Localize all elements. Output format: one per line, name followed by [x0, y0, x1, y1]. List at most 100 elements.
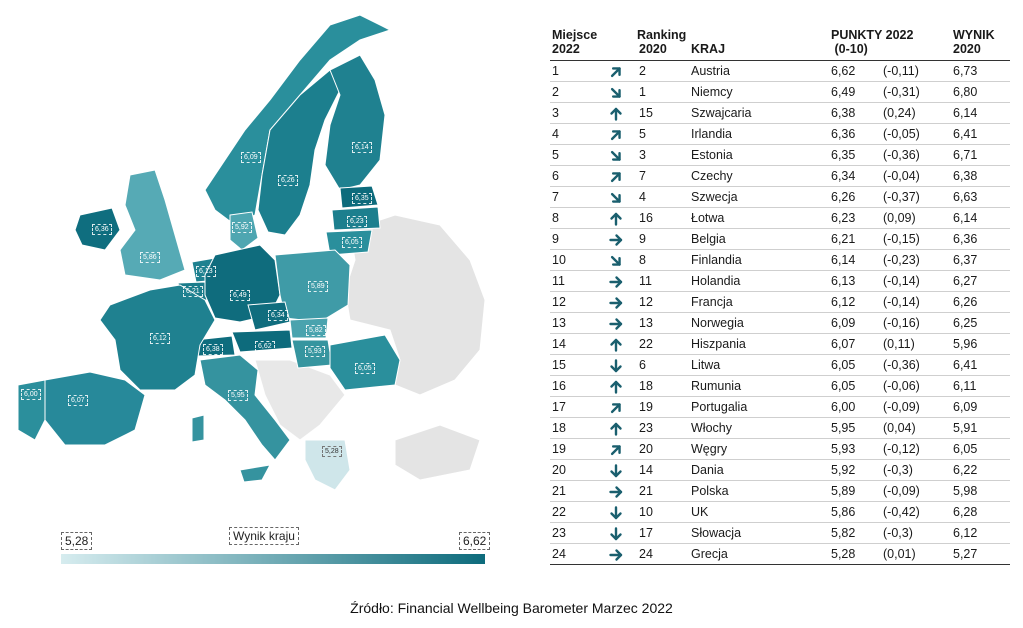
cell-points: 6,12	[831, 294, 856, 309]
non-member-turkey	[394, 424, 481, 481]
country-portugal	[17, 379, 46, 441]
cell-country: Rumunia	[691, 378, 742, 393]
country-sweden	[257, 69, 341, 236]
cell-result-2020: 6,28	[953, 504, 978, 519]
cell-delta: (-0,37)	[883, 189, 920, 204]
cell-rank-2020: 1	[639, 84, 646, 99]
cell-points: 6,62	[831, 63, 856, 78]
cell-country: Irlandia	[691, 126, 732, 141]
country-france	[99, 284, 216, 391]
country-sicily	[239, 464, 271, 483]
cell-result-2020: 6,14	[953, 105, 978, 120]
table-row: 11 11 Holandia 6,13 (-0,14) 6,27	[550, 270, 1010, 291]
cell-country: Polska	[691, 483, 729, 498]
map-label-1: 6,49	[230, 290, 250, 301]
cell-place: 6	[552, 168, 559, 183]
table-row: 4 5 Irlandia 6,36 (-0,05) 6,41	[550, 123, 1010, 144]
cell-result-2020: 6,26	[953, 294, 978, 309]
cell-delta: (-0,36)	[883, 147, 920, 162]
map-label-2: 6,38	[203, 344, 223, 355]
cell-result-2020: 6,25	[953, 315, 978, 330]
cell-country: Portugalia	[691, 399, 748, 414]
cell-result-2020: 5,96	[953, 336, 978, 351]
trend-arrow-icon	[609, 249, 639, 270]
cell-points: 6,34	[831, 168, 856, 183]
cell-result-2020: 6,11	[953, 378, 977, 393]
map-label-22: 5,82	[306, 325, 326, 336]
cell-delta: (-0,04)	[883, 168, 920, 183]
trend-arrow-icon	[609, 81, 639, 102]
table-row: 9 9 Belgia 6,21 (-0,15) 6,36	[550, 228, 1010, 249]
cell-rank-2020: 16	[639, 210, 653, 225]
cell-result-2020: 6,27	[953, 273, 978, 288]
legend-gradient-bar	[61, 554, 485, 564]
cell-result-2020: 6,09	[953, 399, 978, 414]
cell-rank-2020: 20	[639, 441, 653, 456]
map-label-19: 5,92	[232, 222, 252, 233]
cell-country: Hiszpania	[691, 336, 746, 351]
cell-rank-2020: 2	[639, 63, 646, 78]
cell-points: 6,05	[831, 357, 856, 372]
cell-result-2020: 6,71	[953, 147, 978, 162]
cell-delta: (-0,3)	[883, 462, 913, 477]
country-finland	[324, 54, 386, 191]
cell-country: Węgry	[691, 441, 728, 456]
cell-points: 5,28	[831, 546, 856, 561]
cell-delta: (-0,05)	[883, 126, 920, 141]
cell-place: 15	[552, 357, 566, 372]
table-row: 3 15 Szwajcaria 6,38 (0,24) 6,14	[550, 102, 1010, 123]
map-svg	[17, 14, 486, 491]
cell-place: 22	[552, 504, 566, 519]
cell-place: 7	[552, 189, 559, 204]
cell-points: 6,26	[831, 189, 856, 204]
table-row: 19 20 Węgry 5,93 (-0,12) 6,05	[550, 438, 1010, 459]
cell-place: 20	[552, 462, 566, 477]
cell-delta: (-0,09)	[883, 483, 920, 498]
cell-rank-2020: 11	[639, 273, 652, 288]
cell-country: Szwajcaria	[691, 105, 752, 120]
cell-points: 6,35	[831, 147, 856, 162]
cell-country: Finlandia	[691, 252, 742, 267]
trend-arrow-icon	[609, 207, 639, 228]
cell-country: Niemcy	[691, 84, 733, 99]
trend-arrow-icon	[609, 102, 639, 123]
cell-result-2020: 5,91	[953, 420, 978, 435]
cell-points: 6,07	[831, 336, 856, 351]
cell-delta: (0,01)	[883, 546, 916, 561]
trend-arrow-icon	[609, 480, 639, 501]
trend-arrow-icon	[609, 144, 639, 165]
header-arrow	[609, 28, 639, 60]
country-romania	[329, 334, 401, 391]
cell-points: 5,82	[831, 525, 856, 540]
cell-points: 5,93	[831, 441, 856, 456]
cell-points: 6,09	[831, 315, 856, 330]
table-row: 1 2 Austria 6,62 (-0,11) 6,73	[550, 60, 1010, 81]
cell-rank-2020: 18	[639, 378, 653, 393]
cell-country: Belgia	[691, 231, 726, 246]
cell-result-2020: 6,12	[953, 525, 978, 540]
map-label-5: 6,34	[268, 310, 288, 321]
cell-delta: (-0,36)	[883, 357, 920, 372]
cell-points: 6,36	[831, 126, 856, 141]
cell-delta: (-0,16)	[883, 315, 920, 330]
cell-delta: (-0,23)	[883, 252, 920, 267]
cell-rank-2020: 10	[639, 504, 653, 519]
trend-arrow-icon	[609, 333, 639, 354]
source-note: Źródło: Financial Wellbeing Barometer Ma…	[350, 600, 673, 616]
country-ireland	[74, 207, 121, 251]
cell-rank-2020: 9	[639, 231, 646, 246]
trend-arrow-icon	[609, 354, 639, 375]
trend-arrow-icon	[609, 312, 639, 333]
cell-country: Norwegia	[691, 315, 744, 330]
map-label-23: 5,28	[322, 446, 342, 457]
country-denmark	[229, 211, 259, 251]
cell-points: 6,00	[831, 399, 856, 414]
cell-place: 14	[552, 336, 566, 351]
map-label-21: 5,86	[140, 252, 160, 263]
cell-rank-2020: 24	[639, 546, 653, 561]
cell-delta: (-0,14)	[883, 273, 920, 288]
trend-arrow-icon	[609, 123, 639, 144]
cell-place: 17	[552, 399, 566, 414]
header-points: PUNKTY 2022 (0-10)	[831, 28, 914, 56]
cell-points: 6,13	[831, 273, 856, 288]
